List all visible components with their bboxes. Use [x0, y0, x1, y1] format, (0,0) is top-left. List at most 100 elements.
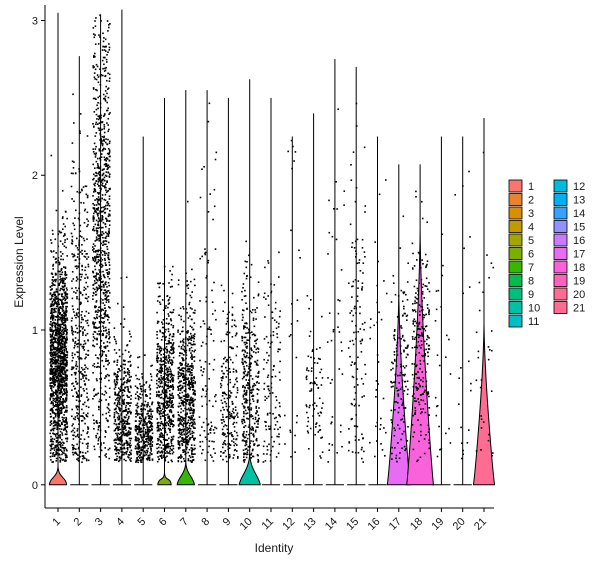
point: [151, 416, 153, 418]
point: [65, 360, 68, 363]
point: [167, 360, 169, 363]
point: [228, 432, 230, 435]
point: [232, 435, 234, 438]
point: [192, 367, 194, 369]
point: [182, 425, 185, 428]
point: [168, 452, 170, 454]
point: [61, 310, 64, 312]
point: [138, 438, 140, 440]
point: [170, 318, 172, 320]
point: [186, 413, 188, 415]
point: [95, 300, 98, 302]
point: [96, 333, 99, 335]
point: [77, 315, 80, 318]
point: [191, 326, 193, 329]
point: [220, 284, 223, 287]
point: [104, 291, 107, 294]
point: [99, 167, 101, 170]
point: [95, 123, 97, 126]
point: [55, 311, 57, 313]
point: [105, 417, 107, 420]
point: [61, 301, 63, 304]
point: [114, 429, 116, 432]
point: [123, 447, 126, 450]
point: [190, 372, 192, 374]
point: [55, 377, 58, 379]
point: [59, 278, 61, 281]
point: [229, 395, 232, 397]
point: [189, 428, 192, 430]
point: [181, 420, 183, 423]
point: [172, 333, 175, 336]
point: [65, 349, 67, 351]
point: [126, 447, 128, 449]
point: [50, 447, 53, 450]
point: [168, 437, 170, 440]
point: [97, 81, 100, 84]
point: [100, 139, 102, 141]
point: [78, 287, 80, 290]
point: [54, 367, 56, 370]
point: [57, 411, 60, 413]
point: [113, 373, 116, 376]
point: [51, 279, 54, 281]
point: [104, 254, 106, 256]
point: [163, 386, 165, 389]
point: [98, 192, 101, 194]
point: [51, 303, 54, 306]
points-6: [155, 265, 175, 463]
point: [108, 142, 111, 145]
point: [130, 335, 132, 338]
point: [168, 340, 170, 342]
point: [94, 43, 97, 45]
point: [187, 443, 189, 446]
point: [113, 414, 116, 416]
point: [204, 252, 206, 255]
point: [135, 438, 137, 440]
point: [123, 453, 125, 456]
point: [129, 391, 131, 394]
point: [57, 427, 59, 430]
point: [179, 435, 181, 438]
point: [99, 117, 101, 119]
point: [61, 313, 63, 316]
point: [161, 457, 163, 460]
point: [106, 152, 109, 155]
violin-group-7: [176, 90, 196, 486]
point: [191, 430, 194, 433]
point: [190, 418, 193, 420]
point: [181, 443, 183, 445]
point: [103, 342, 105, 344]
point: [189, 419, 192, 421]
point: [79, 303, 82, 306]
point: [72, 340, 74, 342]
point: [136, 457, 138, 460]
points-1: [49, 154, 69, 463]
point: [71, 424, 73, 427]
point: [120, 421, 123, 423]
point: [51, 448, 54, 450]
point: [221, 370, 223, 372]
point: [185, 448, 188, 451]
point: [185, 272, 187, 275]
point: [106, 419, 108, 422]
point: [73, 291, 75, 293]
point: [189, 412, 192, 414]
point: [74, 341, 77, 343]
point: [53, 341, 56, 343]
point: [163, 454, 165, 457]
point: [64, 411, 66, 413]
point: [52, 370, 54, 373]
point: [189, 337, 192, 340]
point: [79, 371, 81, 374]
point: [172, 416, 175, 418]
point: [101, 259, 104, 261]
point: [167, 423, 170, 425]
point: [54, 412, 56, 415]
point: [95, 277, 97, 279]
point: [56, 395, 58, 397]
point: [226, 331, 229, 333]
point: [72, 444, 75, 447]
point: [104, 141, 107, 144]
point: [95, 250, 98, 252]
